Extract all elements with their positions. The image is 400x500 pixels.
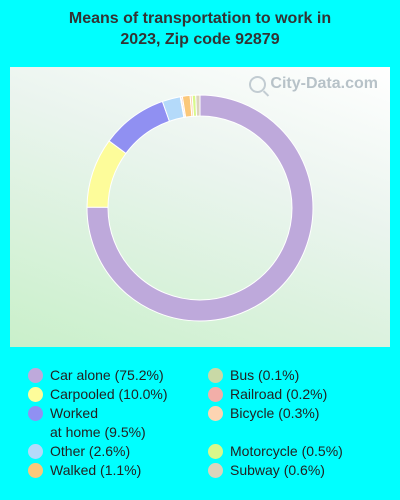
legend-label: Worked at home (9.5%)	[50, 404, 146, 442]
legend-label: Subway (0.6%)	[230, 462, 325, 478]
legend-label: Bus (0.1%)	[230, 367, 300, 383]
donut-slice-worked-at-home	[108, 100, 171, 155]
legend-item-bicycle: Bicycle (0.3%)	[208, 404, 319, 423]
legend-swatch	[208, 444, 223, 459]
donut-slice-car-alone	[86, 94, 314, 322]
legend-item-worked-at-home: Worked at home (9.5%)	[28, 404, 146, 442]
legend-swatch	[208, 463, 223, 478]
legend-swatch	[28, 387, 43, 402]
legend-item-walked: Walked (1.1%)	[28, 461, 141, 480]
legend-swatch	[208, 387, 223, 402]
legend-label: Carpooled (10.0%)	[50, 386, 168, 402]
legend-swatch	[28, 444, 43, 459]
legend-label: Walked (1.1%)	[50, 462, 142, 478]
legend-label-line2: at home (9.5%)	[50, 424, 146, 440]
legend-swatch	[28, 463, 43, 478]
chart-title: Means of transportation to work in 2023,…	[0, 8, 400, 50]
chart-title-line1: Means of transportation to work in	[68, 10, 332, 27]
legend-item-railroad: Railroad (0.2%)	[208, 385, 327, 404]
legend-item-carpooled: Carpooled (10.0%)	[28, 385, 168, 404]
chart-panel: City-Data.com	[10, 67, 390, 347]
legend-label: Railroad (0.2%)	[230, 386, 328, 402]
legend-item-subway: Subway (0.6%)	[208, 461, 325, 480]
legend-label-line1: Worked	[50, 405, 98, 421]
chart-title-line2: 2023, Zip code 92879	[120, 31, 280, 48]
magnifier-icon	[249, 75, 267, 93]
legend-item-bus: Bus (0.1%)	[208, 366, 299, 385]
legend-swatch	[208, 406, 223, 421]
legend-label: Other (2.6%)	[50, 443, 131, 459]
donut-slice-carpooled	[86, 140, 127, 208]
legend-swatch	[28, 368, 43, 383]
donut-slice-subway	[195, 94, 201, 117]
legend-item-motorcycle: Motorcycle (0.5%)	[208, 442, 343, 461]
legend-swatch	[28, 406, 43, 421]
watermark-text: City-Data.com	[270, 75, 378, 92]
watermark: City-Data.com	[249, 75, 378, 93]
legend-item-car-alone: Car alone (75.2%)	[28, 366, 164, 385]
donut-chart	[86, 94, 314, 322]
legend-label: Bicycle (0.3%)	[230, 405, 320, 421]
legend-swatch	[208, 368, 223, 383]
legend-label: Motorcycle (0.5%)	[230, 443, 343, 459]
legend-item-other: Other (2.6%)	[28, 442, 130, 461]
legend-label: Car alone (75.2%)	[50, 367, 164, 383]
